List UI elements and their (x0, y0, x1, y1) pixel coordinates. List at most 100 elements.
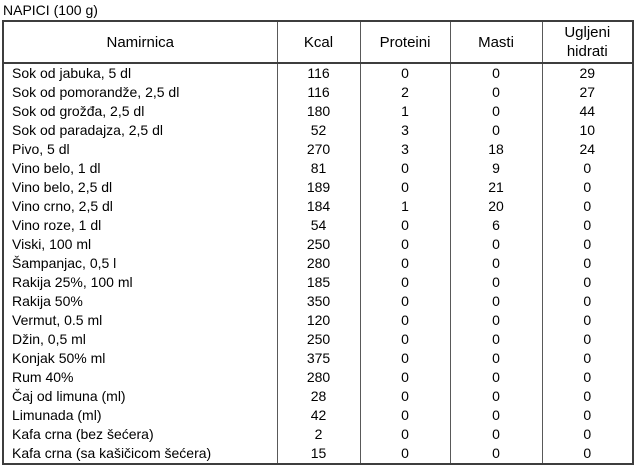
food-name-cell: Vino belo, 2,5 dl (2, 178, 278, 197)
column-header-ugljeni-hidrati: Ugljeni hidrati (541, 21, 634, 64)
food-name-cell: Sok od paradajza, 2,5 dl (2, 121, 278, 140)
food-name-cell: Džin, 0,5 ml (2, 330, 278, 349)
value-cell: 0 (359, 273, 451, 292)
value-cell: 1 (359, 102, 451, 121)
value-cell: 0 (359, 178, 451, 197)
value-cell: 2 (276, 425, 361, 444)
table-header: Namirnica Kcal Proteini Masti Ugljeni hidrat… (2, 21, 634, 64)
value-cell: 0 (541, 292, 634, 311)
value-cell: 0 (449, 406, 543, 425)
value-cell: 18 (449, 140, 543, 159)
value-cell: 0 (541, 197, 634, 216)
value-cell: 120 (276, 311, 361, 330)
value-cell: 0 (449, 425, 543, 444)
value-cell: 15 (276, 444, 361, 464)
value-cell: 375 (276, 349, 361, 368)
beverages-nutrition-table: Namirnica Kcal Proteini Masti Ugljeni hidrat… (2, 20, 634, 465)
table-row: Kafa crna (bez šećera) 2 0 0 0 (2, 425, 634, 444)
value-cell: 0 (541, 406, 634, 425)
food-name-cell: Vino belo, 1 dl (2, 159, 278, 178)
food-name-cell: Čaj od limuna (ml) (2, 387, 278, 406)
value-cell: 0 (359, 368, 451, 387)
value-cell: 0 (541, 235, 634, 254)
value-cell: 0 (359, 444, 451, 464)
value-cell: 0 (541, 178, 634, 197)
value-cell: 52 (276, 121, 361, 140)
value-cell: 42 (276, 406, 361, 425)
value-cell: 0 (541, 330, 634, 349)
value-cell: 185 (276, 273, 361, 292)
value-cell: 10 (541, 121, 634, 140)
food-name-cell: Rakija 50% (2, 292, 278, 311)
food-name-cell: Kafa crna (sa kašičicom šećera) (2, 444, 278, 464)
header-row: Namirnica Kcal Proteini Masti Ugljeni hidrat… (2, 21, 634, 64)
value-cell: 21 (449, 178, 543, 197)
value-cell: 0 (541, 273, 634, 292)
value-cell: 3 (359, 121, 451, 140)
value-cell: 0 (359, 159, 451, 178)
table-row: Rakija 25%, 100 ml 185 0 0 0 (2, 273, 634, 292)
food-name-cell: Vino roze, 1 dl (2, 216, 278, 235)
value-cell: 250 (276, 330, 361, 349)
value-cell: 184 (276, 197, 361, 216)
food-name-cell: Vermut, 0.5 ml (2, 311, 278, 330)
column-header-namirnica: Namirnica (2, 21, 278, 64)
food-name-cell: Viski, 100 ml (2, 235, 278, 254)
value-cell: 0 (449, 444, 543, 464)
value-cell: 0 (541, 349, 634, 368)
value-cell: 0 (359, 63, 451, 83)
value-cell: 54 (276, 216, 361, 235)
value-cell: 20 (449, 197, 543, 216)
table-body: Sok od jabuka, 5 dl 116 0 0 29 Sok od pomoran… (2, 63, 634, 464)
value-cell: 280 (276, 368, 361, 387)
table-row: Kafa crna (sa kašičicom šećera) 15 0 0 0 (2, 444, 634, 464)
value-cell: 0 (449, 273, 543, 292)
table-row: Sok od paradajza, 2,5 dl 52 3 0 10 (2, 121, 634, 140)
value-cell: 0 (449, 63, 543, 83)
value-cell: 0 (449, 83, 543, 102)
value-cell: 0 (359, 425, 451, 444)
table-row: Sok od grožđa, 2,5 dl 180 1 0 44 (2, 102, 634, 121)
value-cell: 0 (541, 444, 634, 464)
value-cell: 0 (449, 368, 543, 387)
food-name-cell: Sok od jabuka, 5 dl (2, 63, 278, 83)
table-row: Viski, 100 ml 250 0 0 0 (2, 235, 634, 254)
table-row: Rakija 50% 350 0 0 0 (2, 292, 634, 311)
column-header-proteini: Proteini (359, 21, 451, 64)
value-cell: 9 (449, 159, 543, 178)
column-header-masti: Masti (449, 21, 543, 64)
food-name-cell: Kafa crna (bez šećera) (2, 425, 278, 444)
value-cell: 0 (541, 368, 634, 387)
value-cell: 180 (276, 102, 361, 121)
table-row: Džin, 0,5 ml 250 0 0 0 (2, 330, 634, 349)
table-row: Vermut, 0.5 ml 120 0 0 0 (2, 311, 634, 330)
value-cell: 0 (359, 406, 451, 425)
value-cell: 280 (276, 254, 361, 273)
value-cell: 116 (276, 83, 361, 102)
value-cell: 0 (449, 330, 543, 349)
value-cell: 0 (449, 254, 543, 273)
food-name-cell: Limunada (ml) (2, 406, 278, 425)
food-name-cell: Pivo, 5 dl (2, 140, 278, 159)
table-row: Konjak 50% ml 375 0 0 0 (2, 349, 634, 368)
table-row: Sok od pomorandže, 2,5 dl 116 2 0 27 (2, 83, 634, 102)
value-cell: 0 (359, 311, 451, 330)
food-name-cell: Šampanjac, 0,5 l (2, 254, 278, 273)
value-cell: 0 (449, 349, 543, 368)
value-cell: 350 (276, 292, 361, 311)
value-cell: 27 (541, 83, 634, 102)
food-name-cell: Rakija 25%, 100 ml (2, 273, 278, 292)
value-cell: 0 (359, 216, 451, 235)
value-cell: 250 (276, 235, 361, 254)
table-row: Šampanjac, 0,5 l 280 0 0 0 (2, 254, 634, 273)
value-cell: 270 (276, 140, 361, 159)
value-cell: 24 (541, 140, 634, 159)
table-row: Rum 40% 280 0 0 0 (2, 368, 634, 387)
table-row: Vino belo, 2,5 dl 189 0 21 0 (2, 178, 634, 197)
value-cell: 0 (541, 387, 634, 406)
table-row: Vino crno, 2,5 dl 184 1 20 0 (2, 197, 634, 216)
value-cell: 0 (449, 311, 543, 330)
table-row: Limunada (ml) 42 0 0 0 (2, 406, 634, 425)
food-name-cell: Sok od pomorandže, 2,5 dl (2, 83, 278, 102)
